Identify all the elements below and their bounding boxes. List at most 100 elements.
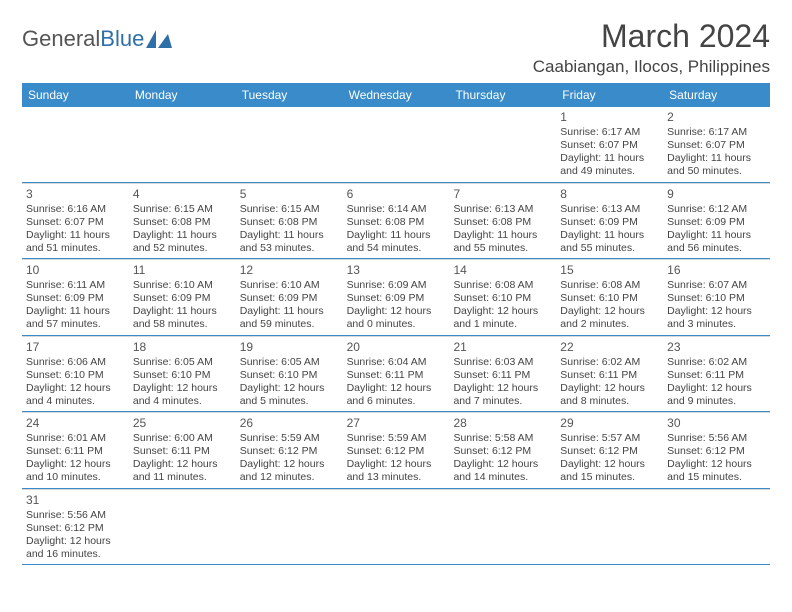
sunrise-line: Sunrise: 6:09 AM <box>347 279 446 292</box>
sunset-line: Sunset: 6:11 PM <box>667 369 766 382</box>
location: Caabiangan, Ilocos, Philippines <box>533 57 770 77</box>
sunset-line: Sunset: 6:10 PM <box>26 369 125 382</box>
sunrise-line: Sunrise: 5:56 AM <box>26 509 125 522</box>
daylight-line-b: and 56 minutes. <box>667 242 766 255</box>
daylight-line-a: Daylight: 12 hours <box>560 458 659 471</box>
daylight-line-b: and 9 minutes. <box>667 395 766 408</box>
daylight-line-a: Daylight: 11 hours <box>667 152 766 165</box>
day-cell: 30Sunrise: 5:56 AMSunset: 6:12 PMDayligh… <box>663 412 770 488</box>
sunset-line: Sunset: 6:10 PM <box>560 292 659 305</box>
week-row: 24Sunrise: 6:01 AMSunset: 6:11 PMDayligh… <box>22 412 770 489</box>
empty-cell <box>343 489 450 565</box>
sunset-line: Sunset: 6:09 PM <box>347 292 446 305</box>
sunrise-line: Sunrise: 5:56 AM <box>667 432 766 445</box>
day-number: 4 <box>133 187 232 202</box>
daylight-line-b: and 5 minutes. <box>240 395 339 408</box>
day-cell: 12Sunrise: 6:10 AMSunset: 6:09 PMDayligh… <box>236 259 343 335</box>
daylight-line-b: and 4 minutes. <box>133 395 232 408</box>
sunrise-line: Sunrise: 6:02 AM <box>560 356 659 369</box>
daylight-line-b: and 53 minutes. <box>240 242 339 255</box>
day-cell: 29Sunrise: 5:57 AMSunset: 6:12 PMDayligh… <box>556 412 663 488</box>
day-number: 26 <box>240 416 339 431</box>
day-cell: 31Sunrise: 5:56 AMSunset: 6:12 PMDayligh… <box>22 489 129 565</box>
sunrise-line: Sunrise: 5:59 AM <box>240 432 339 445</box>
day-cell: 21Sunrise: 6:03 AMSunset: 6:11 PMDayligh… <box>449 336 556 412</box>
daylight-line-a: Daylight: 12 hours <box>667 305 766 318</box>
daylight-line-a: Daylight: 11 hours <box>26 305 125 318</box>
sunrise-line: Sunrise: 6:04 AM <box>347 356 446 369</box>
daylight-line-b: and 15 minutes. <box>667 471 766 484</box>
week-row: 17Sunrise: 6:06 AMSunset: 6:10 PMDayligh… <box>22 336 770 413</box>
day-cell: 5Sunrise: 6:15 AMSunset: 6:08 PMDaylight… <box>236 183 343 259</box>
daylight-line-b: and 55 minutes. <box>453 242 552 255</box>
sunset-line: Sunset: 6:12 PM <box>560 445 659 458</box>
daylight-line-a: Daylight: 12 hours <box>560 305 659 318</box>
sunrise-line: Sunrise: 6:11 AM <box>26 279 125 292</box>
sunset-line: Sunset: 6:09 PM <box>133 292 232 305</box>
day-cell: 2Sunrise: 6:17 AMSunset: 6:07 PMDaylight… <box>663 107 770 182</box>
day-number: 29 <box>560 416 659 431</box>
sunrise-line: Sunrise: 5:59 AM <box>347 432 446 445</box>
empty-cell <box>449 107 556 182</box>
sunset-line: Sunset: 6:10 PM <box>240 369 339 382</box>
day-cell: 27Sunrise: 5:59 AMSunset: 6:12 PMDayligh… <box>343 412 450 488</box>
daylight-line-a: Daylight: 11 hours <box>133 229 232 242</box>
day-cell: 23Sunrise: 6:02 AMSunset: 6:11 PMDayligh… <box>663 336 770 412</box>
sunset-line: Sunset: 6:11 PM <box>347 369 446 382</box>
day-cell: 18Sunrise: 6:05 AMSunset: 6:10 PMDayligh… <box>129 336 236 412</box>
daylight-line-a: Daylight: 11 hours <box>667 229 766 242</box>
sunset-line: Sunset: 6:12 PM <box>347 445 446 458</box>
sunrise-line: Sunrise: 6:15 AM <box>240 203 339 216</box>
week-row: 1Sunrise: 6:17 AM Sunset: 6:07 PMDaylight… <box>22 107 770 183</box>
day-cell: 24Sunrise: 6:01 AMSunset: 6:11 PMDayligh… <box>22 412 129 488</box>
sunset-line: Sunset: 6:11 PM <box>133 445 232 458</box>
day-number: 10 <box>26 263 125 278</box>
daylight-line-a: Daylight: 11 hours <box>240 229 339 242</box>
sunset-line: Sunset: 6:09 PM <box>667 216 766 229</box>
day-number: 1 <box>560 110 659 125</box>
day-number: 18 <box>133 340 232 355</box>
sunset-line: Sunset: 6:07 PM <box>667 139 766 152</box>
day-number: 31 <box>26 493 125 508</box>
day-number: 28 <box>453 416 552 431</box>
daylight-line-a: Daylight: 11 hours <box>560 229 659 242</box>
sunrise-line: Sunrise: 6:06 AM <box>26 356 125 369</box>
sunset-line: Sunset: 6:08 PM <box>240 216 339 229</box>
day-number: 21 <box>453 340 552 355</box>
day-number: 13 <box>347 263 446 278</box>
sunset-line: Sunset: 6:12 PM <box>667 445 766 458</box>
sunrise-line: Sunrise: 6:17 AM <box>560 126 659 139</box>
sunrise-line: Sunrise: 6:05 AM <box>133 356 232 369</box>
daylight-line-a: Daylight: 11 hours <box>240 305 339 318</box>
daylight-line-a: Daylight: 12 hours <box>26 458 125 471</box>
daylight-line-b: and 49 minutes. <box>560 165 659 178</box>
day-cell: 4Sunrise: 6:15 AMSunset: 6:08 PMDaylight… <box>129 183 236 259</box>
day-number: 30 <box>667 416 766 431</box>
sunset-line: Sunset: 6:08 PM <box>133 216 232 229</box>
sunrise-line: Sunrise: 6:12 AM <box>667 203 766 216</box>
daylight-line-a: Daylight: 12 hours <box>240 382 339 395</box>
daylight-line-a: Daylight: 12 hours <box>347 458 446 471</box>
logo-text-b: Blue <box>100 26 144 52</box>
sunset-line: Sunset: 6:09 PM <box>560 216 659 229</box>
sunrise-line: Sunrise: 5:57 AM <box>560 432 659 445</box>
daylight-line-b: and 12 minutes. <box>240 471 339 484</box>
daylight-line-b: and 6 minutes. <box>347 395 446 408</box>
daylight-line-b: and 8 minutes. <box>560 395 659 408</box>
sunrise-line: Sunrise: 5:58 AM <box>453 432 552 445</box>
day-number: 22 <box>560 340 659 355</box>
day-number: 9 <box>667 187 766 202</box>
sunset-line: Sunset: 6:07 PM <box>26 216 125 229</box>
daylight-line-b: and 4 minutes. <box>26 395 125 408</box>
day-number: 5 <box>240 187 339 202</box>
sunset-line: Sunset: 6:09 PM <box>26 292 125 305</box>
calendar: SundayMondayTuesdayWednesdayThursdayFrid… <box>22 83 770 565</box>
day-number: 20 <box>347 340 446 355</box>
sunrise-line: Sunrise: 6:10 AM <box>240 279 339 292</box>
daylight-line-a: Daylight: 12 hours <box>133 458 232 471</box>
daylight-line-a: Daylight: 12 hours <box>240 458 339 471</box>
logo: GeneralBlue <box>22 18 172 52</box>
sunset-line: Sunset: 6:08 PM <box>453 216 552 229</box>
day-number: 27 <box>347 416 446 431</box>
day-cell: 1Sunrise: 6:17 AMSunset: 6:07 PMDaylight… <box>556 107 663 182</box>
